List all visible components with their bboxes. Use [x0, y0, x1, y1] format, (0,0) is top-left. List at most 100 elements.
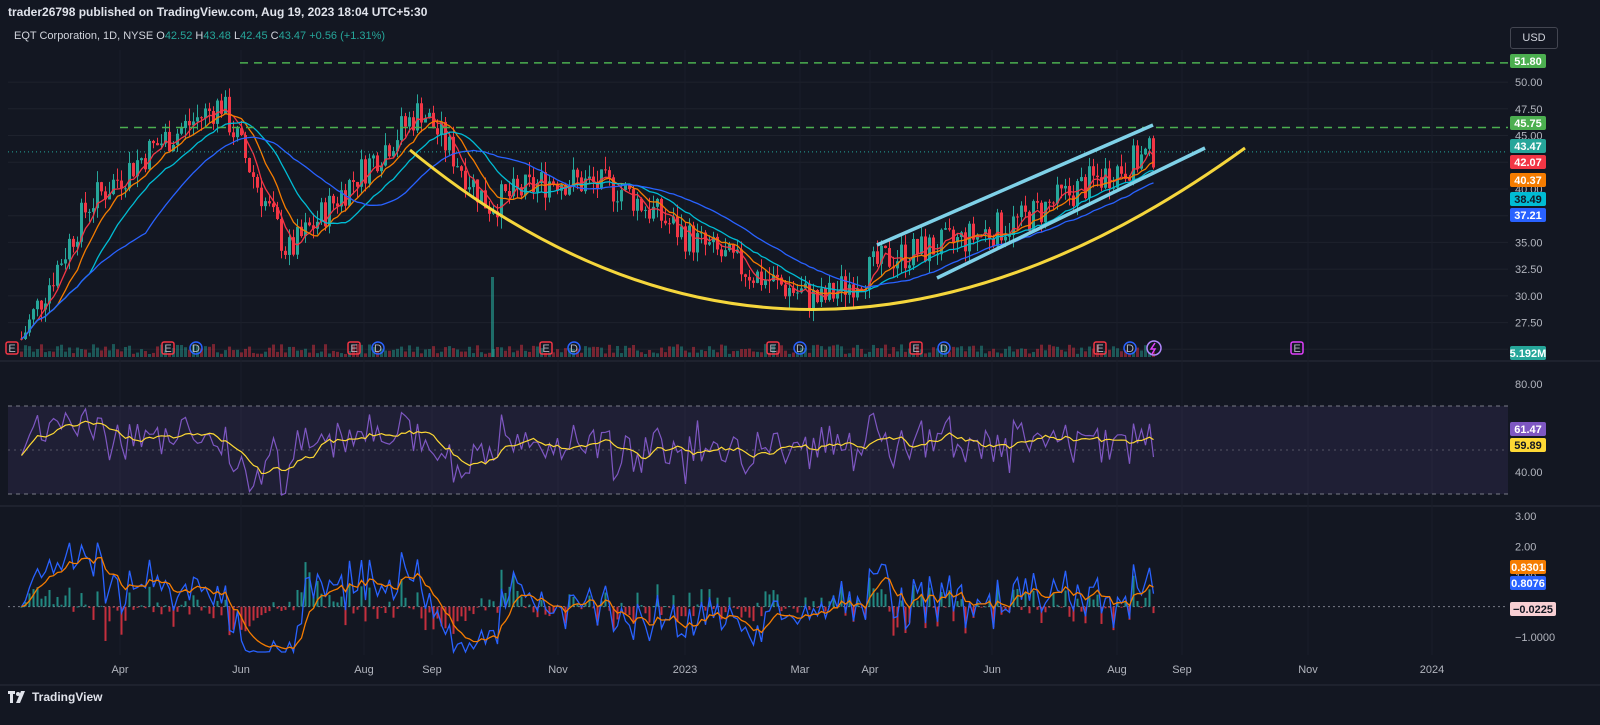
- volume-bar: [1020, 348, 1023, 357]
- candle-body: [20, 338, 23, 340]
- candle-body: [284, 250, 287, 255]
- candle-body: [184, 120, 187, 129]
- rsi-axis-label: 80.00: [1515, 379, 1543, 391]
- price-tag: [1510, 173, 1546, 187]
- macd-histogram-bar: [456, 606, 459, 622]
- currency-button[interactable]: USD: [1510, 27, 1558, 49]
- macd-histogram-bar: [576, 603, 579, 607]
- volume-bar: [684, 350, 687, 357]
- dividend-marker: [189, 341, 203, 355]
- volume-bar: [248, 346, 251, 357]
- volume-spike: [491, 277, 494, 357]
- volume-bar: [52, 351, 55, 357]
- macd-histogram-bar: [248, 606, 251, 627]
- volume-bar: [56, 346, 59, 357]
- volume-bar: [944, 345, 947, 357]
- macd-histogram-bar: [356, 606, 359, 610]
- macd-histogram-bar: [316, 581, 319, 607]
- macd-histogram-bar: [684, 606, 687, 617]
- candle-body: [1040, 202, 1043, 223]
- candle-body: [368, 158, 371, 184]
- split-marker-icon: [1146, 340, 1162, 356]
- volume-bar: [444, 347, 447, 357]
- tradingview-logo[interactable]: TradingView: [8, 690, 102, 704]
- macd-histogram-bar: [764, 591, 767, 607]
- earnings-marker: [1290, 341, 1304, 355]
- volume-bar: [148, 353, 151, 357]
- volume-bar: [960, 346, 963, 357]
- volume-bar: [512, 352, 515, 357]
- macd-histogram-bar: [644, 606, 647, 614]
- volume-bar: [752, 351, 755, 357]
- candle-body: [928, 237, 931, 262]
- volume-bar: [916, 345, 919, 357]
- volume-bar: [464, 351, 467, 357]
- candle-body: [1000, 212, 1003, 241]
- macd-histogram-bar: [388, 601, 391, 607]
- macd-histogram-bar: [628, 606, 631, 616]
- macd-histogram-bar: [884, 594, 887, 607]
- candle-body: [1108, 168, 1111, 189]
- volume-bar: [460, 351, 463, 357]
- candle-body: [504, 184, 507, 191]
- candle-body: [788, 288, 791, 297]
- event-marker-label: D: [796, 343, 804, 355]
- macd-histogram-bar: [544, 606, 547, 615]
- candle-body: [640, 198, 643, 211]
- volume-bar: [884, 344, 887, 357]
- candle-body: [424, 118, 427, 123]
- macd-histogram-bar: [756, 602, 759, 607]
- volume-bar: [500, 347, 503, 357]
- volume-bar: [1128, 353, 1131, 357]
- macd-histogram-bar: [688, 592, 691, 607]
- macd-histogram-bar: [948, 590, 951, 607]
- volume-bar: [1124, 350, 1127, 357]
- macd-histogram-bar: [988, 599, 991, 607]
- candle-body: [1032, 201, 1035, 231]
- candle-body: [672, 216, 675, 224]
- volume-bar: [888, 353, 891, 357]
- candle-body: [900, 244, 903, 262]
- candle-body: [872, 251, 875, 258]
- candle-body: [912, 238, 915, 266]
- macd-histogram-bar: [1148, 589, 1151, 607]
- symbol-legend[interactable]: EQT Corporation, 1D, NYSE O42.52 H43.48 …: [14, 30, 385, 42]
- candle-body: [576, 169, 579, 178]
- volume-bar: [860, 348, 863, 357]
- volume-bar: [1016, 349, 1019, 357]
- candle-body: [748, 276, 751, 281]
- symbol-name: EQT Corporation, 1D, NYSE: [14, 30, 154, 42]
- volume-bar: [28, 346, 31, 357]
- earnings-marker: [539, 341, 553, 355]
- volume-bar: [1048, 344, 1051, 357]
- volume-bar: [624, 345, 627, 357]
- macd-histogram-bar: [424, 606, 427, 631]
- macd-histogram-bar: [788, 606, 791, 608]
- macd-histogram-bar: [732, 606, 735, 608]
- macd-histogram-bar: [1088, 597, 1091, 607]
- macd-histogram-bar: [60, 604, 63, 607]
- volume-bar: [76, 347, 79, 357]
- candle-body: [404, 116, 407, 127]
- volume-bar: [1040, 344, 1043, 357]
- macd-line: [20, 542, 1155, 655]
- candle-body: [372, 155, 375, 159]
- macd-histogram-bar: [284, 606, 287, 610]
- time-axis-label: Jun: [232, 664, 250, 676]
- event-marker-label: E: [769, 343, 776, 355]
- macd-histogram-bar: [1016, 588, 1019, 607]
- event-marker-label: D: [192, 343, 200, 355]
- volume-bar: [404, 351, 407, 357]
- volume-bar: [848, 353, 851, 357]
- macd-histogram-bar: [136, 606, 139, 608]
- macd-histogram-bar: [216, 600, 219, 607]
- volume-bar: [352, 345, 355, 357]
- candle-body: [164, 131, 167, 144]
- event-marker-label: E: [1293, 343, 1300, 355]
- macd-histogram-bar: [1056, 604, 1059, 607]
- candle-body: [252, 172, 255, 177]
- candle-body: [564, 184, 567, 195]
- volume-bar: [712, 349, 715, 357]
- candle-body: [436, 128, 439, 135]
